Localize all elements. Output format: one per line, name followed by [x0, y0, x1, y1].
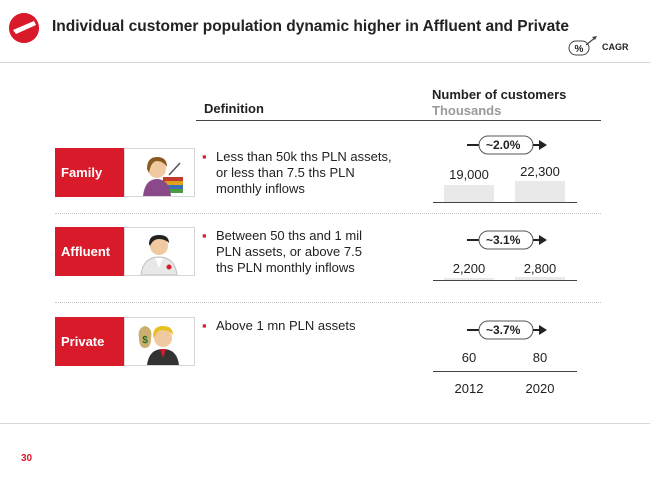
- cagr-arrow-affluent: [465, 229, 565, 260]
- header-divider: [0, 62, 650, 63]
- family-user-icon: [124, 148, 195, 197]
- segment-label-private: Private: [55, 317, 124, 366]
- value-2012-family: 19,000: [449, 167, 489, 182]
- segment-definition-family: Less than 50k ths PLN assets, or less th…: [216, 149, 392, 196]
- baseline-family: [433, 202, 577, 203]
- bar-2012-affluent: [444, 278, 494, 280]
- value-2012-affluent: 2,200: [452, 261, 486, 276]
- segment-label-family: Family: [55, 148, 124, 197]
- value-2020-family: 22,300: [520, 164, 560, 179]
- definition-heading: Definition: [204, 101, 264, 116]
- cagr-legend: %: [566, 36, 628, 58]
- year-label-2020: 2020: [525, 381, 555, 396]
- segment-definition-private: Above 1 mn PLN assets: [216, 318, 356, 333]
- cagr-value-family: ~2.0%: [486, 138, 521, 152]
- unicredit-logo-icon: [9, 13, 39, 43]
- customers-heading: Number of customers: [432, 87, 567, 102]
- page-title: Individual customer population dynamic h…: [52, 18, 570, 35]
- row-separator: [55, 213, 601, 214]
- row-separator: [55, 302, 601, 303]
- affluent-user-icon: [124, 227, 195, 276]
- bullet-marker: ▪: [202, 149, 207, 164]
- heading-divider: [196, 120, 601, 121]
- bar-2020-affluent: [515, 277, 565, 280]
- svg-text:$: $: [142, 335, 148, 346]
- value-2020-affluent: 2,800: [523, 261, 557, 276]
- segment-label-affluent: Affluent: [55, 227, 124, 276]
- cagr-arrow-family: [465, 134, 565, 165]
- cagr-legend-symbol: %: [575, 44, 584, 55]
- cagr-value-affluent: ~3.1%: [486, 233, 521, 247]
- bullet-marker: ▪: [202, 228, 207, 243]
- segment-definition-affluent: Between 50 ths and 1 mil PLN assets, or …: [216, 228, 362, 275]
- footer-divider: [0, 423, 650, 424]
- baseline-affluent: [433, 280, 577, 281]
- value-2012-private: 60: [461, 350, 477, 365]
- baseline-private: [433, 371, 577, 372]
- bar-2012-family: [444, 185, 494, 202]
- cagr-legend-label: CAGR: [602, 42, 629, 52]
- year-label-2012: 2012: [454, 381, 484, 396]
- page-number: 30: [21, 453, 33, 464]
- bar-2020-family: [515, 181, 565, 202]
- bullet-marker: ▪: [202, 318, 207, 333]
- value-2020-private: 80: [532, 350, 548, 365]
- cagr-arrow-private: [465, 319, 565, 350]
- customers-unit: Thousands: [432, 103, 502, 118]
- cagr-value-private: ~3.7%: [486, 323, 521, 337]
- private-user-icon: $: [124, 317, 195, 366]
